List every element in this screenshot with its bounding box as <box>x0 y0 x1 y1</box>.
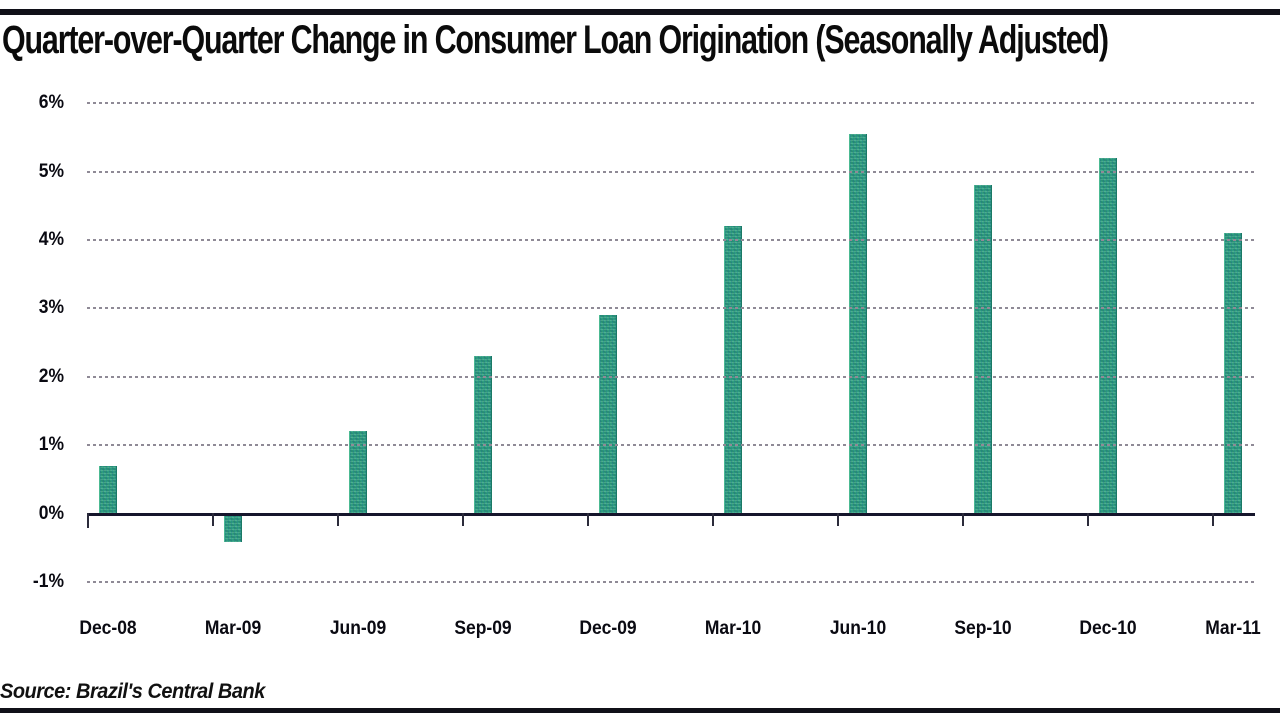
chart-title: Quarter-over-Quarter Change in Consumer … <box>2 18 1109 62</box>
bar-Sep-09 <box>473 356 492 514</box>
bar-Dec-08 <box>98 465 117 514</box>
x-axis-label: Mar-10 <box>704 618 761 639</box>
x-axis-tick <box>212 513 214 526</box>
bar-Jun-09 <box>348 431 367 514</box>
gridline-1% <box>87 444 1255 447</box>
y-axis-label: 3% <box>38 297 64 319</box>
x-axis-label: Jun-10 <box>829 618 886 639</box>
gridline-4% <box>87 238 1255 241</box>
x-axis-tick <box>337 513 339 526</box>
x-axis-tick <box>462 513 464 526</box>
y-axis-label: 6% <box>38 92 64 114</box>
x-axis-tick <box>587 513 589 526</box>
gridline-3% <box>87 307 1255 310</box>
y-axis-label: 4% <box>38 228 64 250</box>
y-axis-label: 5% <box>38 160 64 182</box>
gridline-2% <box>87 375 1255 378</box>
x-axis-label: Sep-09 <box>453 618 512 639</box>
x-axis-label: Jun-09 <box>329 618 386 639</box>
bar-Mar-11 <box>1223 233 1242 514</box>
gridline--1% <box>87 580 1255 583</box>
x-axis-tick <box>1212 513 1214 526</box>
y-axis-label: -1% <box>32 570 64 592</box>
bar-Sep-10 <box>973 185 992 514</box>
top-border-rule <box>0 9 1280 15</box>
x-axis-zero-line <box>87 512 1255 516</box>
x-axis-tick <box>837 513 839 526</box>
y-axis-label: 2% <box>38 365 64 387</box>
bar-Mar-09 <box>223 515 242 543</box>
gridline-5% <box>87 170 1255 173</box>
bar-Jun-10 <box>848 133 867 514</box>
source-note: Source: Brazil's Central Bank <box>0 680 265 703</box>
x-axis-label: Dec-09 <box>578 618 637 639</box>
x-axis-label: Dec-08 <box>78 618 137 639</box>
x-axis-tick <box>962 513 964 526</box>
bar-Mar-10 <box>723 226 742 514</box>
gridline-6% <box>87 102 1255 105</box>
x-axis-label: Mar-09 <box>204 618 261 639</box>
bar-Dec-09 <box>598 315 617 514</box>
x-axis-label: Dec-10 <box>1078 618 1137 639</box>
y-axis-label: 1% <box>38 434 64 456</box>
x-axis-tick <box>1087 513 1089 526</box>
y-axis-label: 0% <box>38 502 64 524</box>
bar-Dec-10 <box>1098 157 1117 514</box>
x-axis-label: Sep-10 <box>953 618 1012 639</box>
x-axis-label: Mar-11 <box>1204 618 1261 639</box>
x-axis-corner-tick <box>87 513 89 528</box>
x-axis-tick <box>712 513 714 526</box>
bottom-border-rule <box>0 708 1280 713</box>
